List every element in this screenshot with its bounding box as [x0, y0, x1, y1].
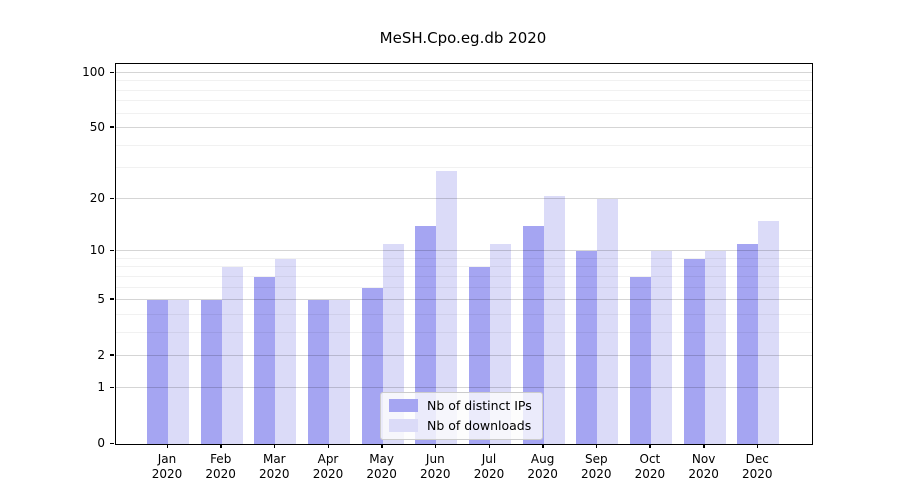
bar-distinct-ips-sep: [576, 251, 598, 444]
x-tick-label-feb: Feb 2020: [205, 452, 236, 481]
y-tick-label-5: 5: [97, 291, 105, 306]
bar-downloads-apr: [329, 300, 350, 444]
x-tick-label-jul: Jul 2020: [473, 452, 505, 481]
bar-downloads-aug: [543, 195, 565, 444]
x-tick-sep: [595, 444, 598, 448]
bar-downloads-mar: [275, 258, 297, 444]
y-tick-label-100: 100: [82, 65, 105, 80]
gridline-70: [116, 100, 812, 102]
gridline-40: [116, 144, 812, 146]
x-tick-label-oct: Oct 2020: [634, 452, 666, 481]
bar-distinct-ips-jan: [147, 300, 168, 444]
plot-area: Nb of distinct IPs Nb of downloads: [115, 63, 813, 445]
x-tick-label-nov: Nov 2020: [688, 452, 719, 481]
legend-item-distinct-ips: Nb of distinct IPs: [389, 398, 532, 413]
x-tick-label-may: May 2020: [366, 452, 397, 481]
bar-distinct-ips-oct: [629, 276, 651, 444]
x-tick-mar: [273, 444, 276, 448]
bar-downloads-jan: [168, 300, 189, 444]
x-tick-label-mar: Mar 2020: [259, 452, 290, 481]
y-tick-label-1: 1: [97, 380, 105, 395]
bar-distinct-ips-apr: [308, 300, 329, 444]
y-tick-20: [110, 197, 114, 200]
gridline-80: [116, 89, 812, 91]
y-tick-2: [110, 354, 114, 356]
x-tick-jul: [488, 444, 490, 448]
x-tick-may: [381, 444, 383, 448]
bar-downloads-dec: [758, 221, 780, 444]
x-tick-label-apr: Apr 2020: [312, 452, 344, 481]
y-tick-10: [110, 249, 114, 252]
gridline-50: [116, 126, 812, 128]
gridline-60: [116, 112, 812, 114]
legend-label-distinct-ips: Nb of distinct IPs: [427, 398, 532, 413]
bar-downloads-nov: [704, 251, 726, 444]
bar-distinct-ips-jun: [415, 226, 437, 444]
y-tick-5: [110, 298, 114, 300]
x-tick-jun: [434, 444, 437, 448]
legend-item-downloads: Nb of downloads: [389, 418, 532, 433]
x-tick-label-jan: Jan 2020: [151, 452, 183, 481]
legend-swatch-ips-icon: [389, 399, 418, 412]
y-tick-label-10: 10: [89, 243, 105, 258]
y-tick-label-0: 0: [97, 436, 105, 450]
legend-swatch-downloads-icon: [389, 419, 418, 432]
gridline-30: [116, 167, 812, 168]
y-tick-label-50: 50: [89, 119, 105, 134]
y-tick-50: [110, 126, 114, 128]
x-tick-label-aug: Aug 2020: [527, 452, 558, 481]
bar-distinct-ips-feb: [200, 300, 222, 444]
bar-distinct-ips-nov: [683, 258, 705, 444]
y-tick-100: [110, 71, 114, 74]
bar-downloads-sep: [597, 199, 619, 444]
y-tick-0: [110, 442, 114, 444]
x-tick-jan: [166, 444, 168, 448]
x-tick-nov: [703, 444, 705, 448]
x-tick-label-jun: Jun 2020: [420, 452, 451, 481]
bar-distinct-ips-aug: [522, 226, 544, 444]
x-tick-label-sep: Sep 2020: [581, 452, 612, 481]
gridline-20: [116, 198, 812, 200]
chart-title: MeSH.Cpo.eg.db 2020: [379, 29, 547, 47]
bar-distinct-ips-dec: [737, 244, 759, 444]
gridline-90: [116, 80, 812, 82]
legend: Nb of distinct IPs Nb of downloads: [380, 392, 543, 440]
bar-distinct-ips-mar: [254, 276, 276, 444]
bar-downloads-feb: [221, 267, 243, 444]
x-tick-feb: [220, 444, 222, 448]
x-tick-label-dec: Dec 2020: [742, 452, 773, 481]
x-tick-apr: [327, 444, 329, 448]
x-tick-dec: [756, 444, 759, 448]
gridline-100: [116, 72, 812, 73]
x-tick-oct: [649, 444, 651, 448]
bar-downloads-jun: [436, 170, 458, 444]
y-tick-1: [110, 386, 114, 389]
bar-distinct-ips-may: [361, 287, 383, 444]
y-tick-label-2: 2: [97, 347, 105, 362]
legend-label-downloads: Nb of downloads: [427, 418, 532, 433]
x-tick-aug: [542, 444, 544, 448]
bar-downloads-oct: [650, 251, 672, 444]
y-tick-label-20: 20: [89, 191, 105, 206]
